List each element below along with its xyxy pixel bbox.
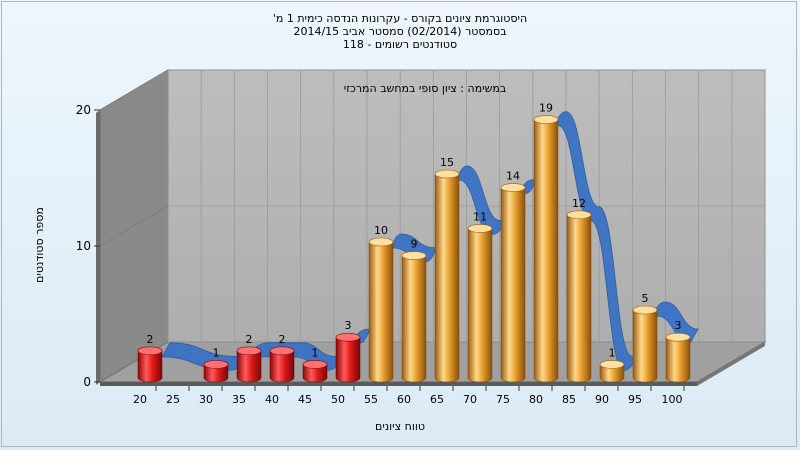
x-tick-label: 85 bbox=[562, 393, 576, 406]
bar-top bbox=[533, 115, 559, 124]
bar-body bbox=[500, 187, 526, 383]
bar-value-label: 1 bbox=[213, 346, 220, 359]
bar-value-label: 1 bbox=[312, 346, 319, 359]
bar-body bbox=[335, 336, 361, 383]
bar-body bbox=[401, 255, 427, 383]
bar-body bbox=[632, 309, 658, 383]
bar-30 bbox=[203, 360, 229, 383]
bar-value-label: 2 bbox=[246, 333, 253, 346]
bar-value-label: 15 bbox=[440, 156, 454, 169]
bar-top bbox=[335, 332, 361, 342]
x-tick-label: 75 bbox=[496, 393, 510, 406]
chart-subtitle: במשימה : ציון סופי במחשב המרכזי bbox=[344, 82, 507, 95]
bar-body bbox=[269, 350, 295, 383]
x-axis-label: טווח ציונים bbox=[375, 420, 425, 433]
bar-value-label: 14 bbox=[506, 170, 520, 183]
bar-body bbox=[368, 241, 394, 383]
bar-65 bbox=[434, 169, 460, 383]
bar-50 bbox=[335, 332, 361, 383]
x-tick-label: 45 bbox=[298, 393, 312, 406]
x-tick-label: 95 bbox=[628, 393, 642, 406]
bar-60 bbox=[401, 251, 427, 383]
bar-top bbox=[566, 210, 592, 220]
x-tick-label: 50 bbox=[331, 393, 345, 406]
bar-value-label: 2 bbox=[147, 333, 154, 346]
x-tick-label: 60 bbox=[397, 393, 411, 406]
x-tick-label: 55 bbox=[364, 393, 378, 406]
bar-55 bbox=[368, 237, 394, 383]
x-tick-label: 30 bbox=[199, 393, 213, 406]
chart-title-line-1: היסטוגרמת ציונים בקורס - עקרונות הנדסה כ… bbox=[272, 12, 528, 25]
bar-body bbox=[665, 336, 691, 383]
bar-90 bbox=[599, 360, 625, 383]
grid-line-side bbox=[99, 69, 169, 111]
bar-top bbox=[203, 360, 229, 369]
bar-top bbox=[665, 332, 691, 342]
bar-body bbox=[137, 350, 163, 383]
bar-value-label: 10 bbox=[374, 224, 388, 237]
bar-top bbox=[500, 183, 526, 192]
floor-edge bbox=[100, 382, 697, 386]
bar-40 bbox=[269, 346, 295, 383]
bar-20 bbox=[137, 346, 163, 383]
bar-top bbox=[236, 346, 262, 356]
bar-body bbox=[434, 173, 460, 383]
bar-body bbox=[533, 119, 559, 383]
bar-value-label: 1 bbox=[609, 346, 616, 359]
bar-body bbox=[236, 350, 262, 383]
bar-85 bbox=[566, 210, 592, 383]
x-tick-label: 80 bbox=[529, 393, 543, 406]
bar-70 bbox=[467, 224, 493, 383]
x-tick-label: 20 bbox=[133, 393, 147, 406]
bar-top bbox=[302, 360, 328, 369]
chart-title-line-3: סטודנטים רשומים - 118 bbox=[342, 38, 458, 51]
bar-top bbox=[467, 224, 493, 233]
bar-95 bbox=[632, 305, 658, 383]
bar-value-label: 11 bbox=[473, 210, 487, 223]
bar-body bbox=[467, 228, 493, 383]
bar-top bbox=[269, 346, 295, 356]
x-tick-label: 90 bbox=[595, 393, 609, 406]
x-tick-label: 40 bbox=[265, 393, 279, 406]
bar-top bbox=[632, 305, 658, 315]
x-tick-label: 70 bbox=[463, 393, 477, 406]
bar-body bbox=[566, 214, 592, 383]
x-tick-label: 100 bbox=[662, 393, 683, 406]
bar-top bbox=[137, 346, 163, 356]
x-tick-label: 65 bbox=[430, 393, 444, 406]
bar-value-label: 3 bbox=[675, 319, 682, 332]
bar-top bbox=[434, 169, 460, 179]
bar-100 bbox=[665, 332, 691, 383]
bar-top bbox=[368, 237, 394, 247]
bar-75 bbox=[500, 183, 526, 383]
y-tick-label: 0 bbox=[83, 375, 91, 389]
bar-value-label: 12 bbox=[572, 197, 586, 210]
bar-value-label: 9 bbox=[411, 238, 418, 251]
bar-80 bbox=[533, 115, 559, 383]
bar-value-label: 2 bbox=[279, 333, 286, 346]
bar-value-label: 5 bbox=[642, 292, 649, 305]
bar-body bbox=[302, 364, 328, 383]
y-tick-label: 20 bbox=[76, 103, 91, 117]
bar-35 bbox=[236, 346, 262, 383]
bar-45 bbox=[302, 360, 328, 383]
side-wall-edge bbox=[96, 110, 100, 385]
y-axis-label: מספר סטודנטים bbox=[33, 207, 46, 283]
bar-value-label: 19 bbox=[539, 102, 553, 115]
floor-side-edge bbox=[697, 342, 765, 386]
bar-top bbox=[401, 251, 427, 260]
y-tick-label: 10 bbox=[76, 239, 91, 253]
grid-line-side bbox=[99, 205, 169, 247]
x-tick-label: 35 bbox=[232, 393, 246, 406]
chart-title-line-2: בסמסטר (02/2014) סמסטר אביב 2014/15 bbox=[293, 25, 507, 38]
bar-body bbox=[203, 364, 229, 383]
bar-value-label: 3 bbox=[345, 319, 352, 332]
bar-top bbox=[599, 360, 625, 369]
x-tick-label: 25 bbox=[166, 393, 180, 406]
bar-body bbox=[599, 364, 625, 383]
